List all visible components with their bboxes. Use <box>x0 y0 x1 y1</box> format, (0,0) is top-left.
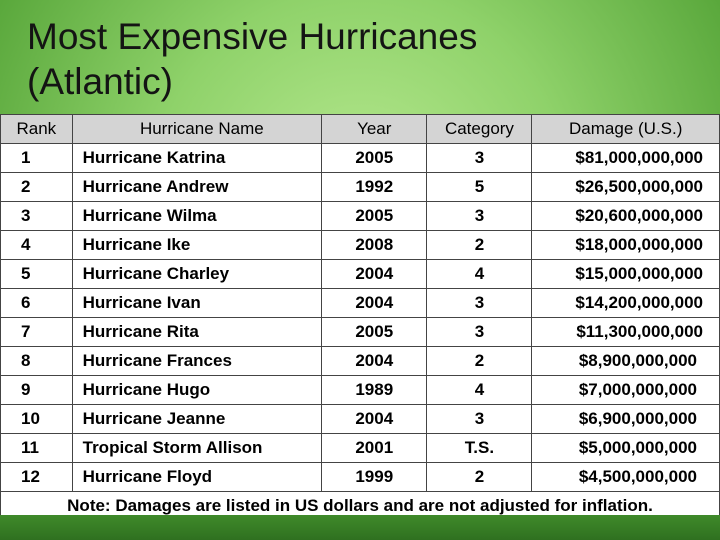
year-cell: 2005 <box>321 201 428 231</box>
rank-cell: 7 <box>0 317 73 347</box>
name-cell: Hurricane Ike <box>71 230 323 260</box>
rank-cell: 8 <box>0 346 73 376</box>
damage-cell: $81,000,000,000 <box>531 143 720 173</box>
table-row: 4 Hurricane Ike 2008 2 $18,000,000,000 <box>0 230 720 260</box>
category-cell: 4 <box>426 375 533 405</box>
damage-cell: $18,000,000,000 <box>531 230 720 260</box>
rank-cell: 12 <box>0 462 73 492</box>
header-category: Category <box>426 114 533 144</box>
damage-cell: $11,300,000,000 <box>531 317 720 347</box>
name-cell: Hurricane Hugo <box>71 375 323 405</box>
year-cell: 2008 <box>321 230 428 260</box>
year-cell: 1989 <box>321 375 428 405</box>
table-header-row: Rank Hurricane Name Year Category Damage… <box>0 114 720 144</box>
header-damage: Damage (U.S.) <box>531 114 720 144</box>
rank-cell: 6 <box>0 288 73 318</box>
title-line-1: Most Expensive Hurricanes <box>27 16 478 57</box>
table-row: 6 Hurricane Ivan 2004 3 $14,200,000,000 <box>0 288 720 318</box>
damage-cell: $4,500,000,000 <box>531 462 720 492</box>
name-cell: Hurricane Wilma <box>71 201 323 231</box>
category-cell: 5 <box>426 172 533 202</box>
category-cell: 2 <box>426 462 533 492</box>
category-cell: T.S. <box>426 433 533 463</box>
damage-cell: $6,900,000,000 <box>531 404 720 434</box>
category-cell: 2 <box>426 346 533 376</box>
name-cell: Hurricane Floyd <box>71 462 323 492</box>
table-row: 11 Tropical Storm Allison 2001 T.S. $5,000,0… <box>0 433 720 463</box>
title-line-2: (Atlantic) <box>27 61 173 102</box>
year-cell: 1992 <box>321 172 428 202</box>
table-row: 9 Hurricane Hugo 1989 4 $7,000,000,000 <box>0 375 720 405</box>
year-cell: 2004 <box>321 259 428 289</box>
damage-cell: $26,500,000,000 <box>531 172 720 202</box>
name-cell: Hurricane Rita <box>71 317 323 347</box>
year-cell: 2004 <box>321 346 428 376</box>
name-cell: Hurricane Jeanne <box>71 404 323 434</box>
category-cell: 4 <box>426 259 533 289</box>
year-cell: 2004 <box>321 288 428 318</box>
year-cell: 2004 <box>321 404 428 434</box>
category-cell: 3 <box>426 404 533 434</box>
footer-strip <box>0 515 720 540</box>
header-rank: Rank <box>0 114 73 144</box>
name-cell: Hurricane Andrew <box>71 172 323 202</box>
damage-cell: $14,200,000,000 <box>531 288 720 318</box>
table-row: 1 Hurricane Katrina 2005 3 $81,000,000,000 <box>0 143 720 173</box>
year-cell: 2005 <box>321 143 428 173</box>
hurricane-table: Rank Hurricane Name Year Category Damage… <box>0 114 720 521</box>
header-damage-unit: (U.S.) <box>638 119 683 138</box>
damage-cell: $8,900,000,000 <box>531 346 720 376</box>
category-cell: 3 <box>426 288 533 318</box>
rank-cell: 10 <box>0 404 73 434</box>
rank-cell: 2 <box>0 172 73 202</box>
year-cell: 2005 <box>321 317 428 347</box>
table-row: 2 Hurricane Andrew 1992 5 $26,500,000,000 <box>0 172 720 202</box>
category-cell: 2 <box>426 230 533 260</box>
damage-cell: $15,000,000,000 <box>531 259 720 289</box>
rank-cell: 9 <box>0 375 73 405</box>
name-cell: Tropical Storm Allison <box>71 433 323 463</box>
table-row: 7 Hurricane Rita 2005 3 $11,300,000,000 <box>0 317 720 347</box>
year-cell: 1999 <box>321 462 428 492</box>
damage-cell: $5,000,000,000 <box>531 433 720 463</box>
table-row: 8 Hurricane Frances 2004 2 $8,900,000,000 <box>0 346 720 376</box>
header-damage-label: Damage <box>569 119 634 138</box>
table-row: 5 Hurricane Charley 2004 4 $15,000,000,000 <box>0 259 720 289</box>
rank-cell: 5 <box>0 259 73 289</box>
rank-cell: 11 <box>0 433 73 463</box>
table-row: 12 Hurricane Floyd 1999 2 $4,500,000,000 <box>0 462 720 492</box>
name-cell: Hurricane Frances <box>71 346 323 376</box>
rank-cell: 1 <box>0 143 73 173</box>
rank-cell: 3 <box>0 201 73 231</box>
damage-cell: $7,000,000,000 <box>531 375 720 405</box>
table-row: 3 Hurricane Wilma 2005 3 $20,600,000,000 <box>0 201 720 231</box>
category-cell: 3 <box>426 143 533 173</box>
header-year: Year <box>321 114 428 144</box>
category-cell: 3 <box>426 317 533 347</box>
category-cell: 3 <box>426 201 533 231</box>
page-title: Most Expensive Hurricanes (Atlantic) <box>27 14 667 104</box>
name-cell: Hurricane Katrina <box>71 143 323 173</box>
rank-cell: 4 <box>0 230 73 260</box>
table-row: 10 Hurricane Jeanne 2004 3 $6,900,000,000 <box>0 404 720 434</box>
name-cell: Hurricane Charley <box>71 259 323 289</box>
name-cell: Hurricane Ivan <box>71 288 323 318</box>
header-name: Hurricane Name <box>71 114 323 144</box>
damage-cell: $20,600,000,000 <box>531 201 720 231</box>
year-cell: 2001 <box>321 433 428 463</box>
